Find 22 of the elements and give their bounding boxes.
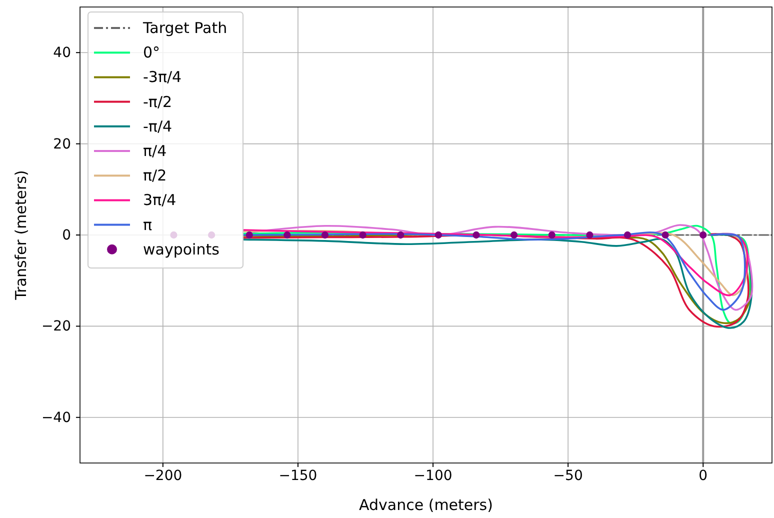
legend-label: 0° <box>143 44 160 62</box>
y-tick-label: 0 <box>62 227 71 244</box>
legend-label: Target Path <box>142 19 228 37</box>
legend-label: -π/4 <box>143 117 172 136</box>
y-tick-label: 40 <box>53 45 71 62</box>
x-tick-label: −100 <box>414 468 452 484</box>
x-tick-label: 0 <box>698 468 708 484</box>
x-axis-title: Advance (meters) <box>359 496 493 514</box>
legend-label: π/2 <box>143 166 167 185</box>
legend-label: π/4 <box>143 142 167 160</box>
y-axis-title: Transfer (meters) <box>12 170 30 301</box>
legend-label: -3π/4 <box>143 68 182 86</box>
y-tick-label: −40 <box>41 410 71 426</box>
y-tick-label: 20 <box>53 136 71 152</box>
legend-label: -π/2 <box>143 92 172 111</box>
legend-label: 3π/4 <box>143 191 176 210</box>
x-tick-label: −150 <box>278 468 318 484</box>
legend-label: π <box>143 216 152 234</box>
x-tick-label: −200 <box>144 468 182 484</box>
y-tick-label: −20 <box>41 318 71 335</box>
x-tick-label: −50 <box>553 468 583 484</box>
legend-label: waypoints <box>143 240 220 258</box>
